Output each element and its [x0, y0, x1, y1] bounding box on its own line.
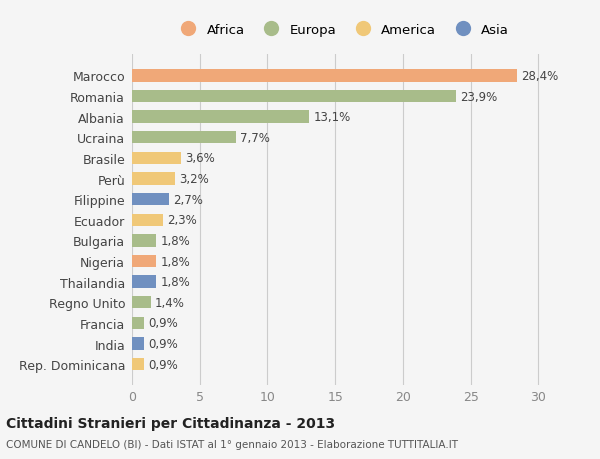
Bar: [132, 255, 157, 268]
Text: Cittadini Stranieri per Cittadinanza - 2013: Cittadini Stranieri per Cittadinanza - 2…: [6, 416, 335, 430]
Bar: [132, 235, 157, 247]
Bar: [132, 152, 181, 165]
Text: 13,1%: 13,1%: [314, 111, 351, 124]
Text: 1,8%: 1,8%: [160, 235, 190, 247]
Text: 3,6%: 3,6%: [185, 152, 215, 165]
Text: 28,4%: 28,4%: [521, 70, 558, 83]
Bar: [132, 214, 163, 226]
Bar: [132, 276, 157, 288]
Text: 2,7%: 2,7%: [173, 193, 203, 206]
Text: 0,9%: 0,9%: [148, 358, 178, 371]
Text: 23,9%: 23,9%: [460, 90, 497, 103]
Legend: Africa, Europa, America, Asia: Africa, Europa, America, Asia: [170, 19, 514, 42]
Text: 2,3%: 2,3%: [167, 214, 197, 227]
Text: COMUNE DI CANDELO (BI) - Dati ISTAT al 1° gennaio 2013 - Elaborazione TUTTITALIA: COMUNE DI CANDELO (BI) - Dati ISTAT al 1…: [6, 440, 458, 449]
Bar: [132, 173, 175, 185]
Bar: [132, 91, 456, 103]
Bar: [132, 111, 310, 123]
Bar: [132, 132, 236, 144]
Bar: [132, 317, 144, 330]
Text: 0,9%: 0,9%: [148, 337, 178, 350]
Text: 3,2%: 3,2%: [179, 173, 209, 185]
Text: 1,8%: 1,8%: [160, 275, 190, 289]
Text: 1,8%: 1,8%: [160, 255, 190, 268]
Text: 7,7%: 7,7%: [241, 132, 270, 145]
Bar: [132, 194, 169, 206]
Bar: [132, 70, 517, 83]
Text: 1,4%: 1,4%: [155, 296, 185, 309]
Bar: [132, 338, 144, 350]
Text: 0,9%: 0,9%: [148, 317, 178, 330]
Bar: [132, 297, 151, 309]
Bar: [132, 358, 144, 370]
